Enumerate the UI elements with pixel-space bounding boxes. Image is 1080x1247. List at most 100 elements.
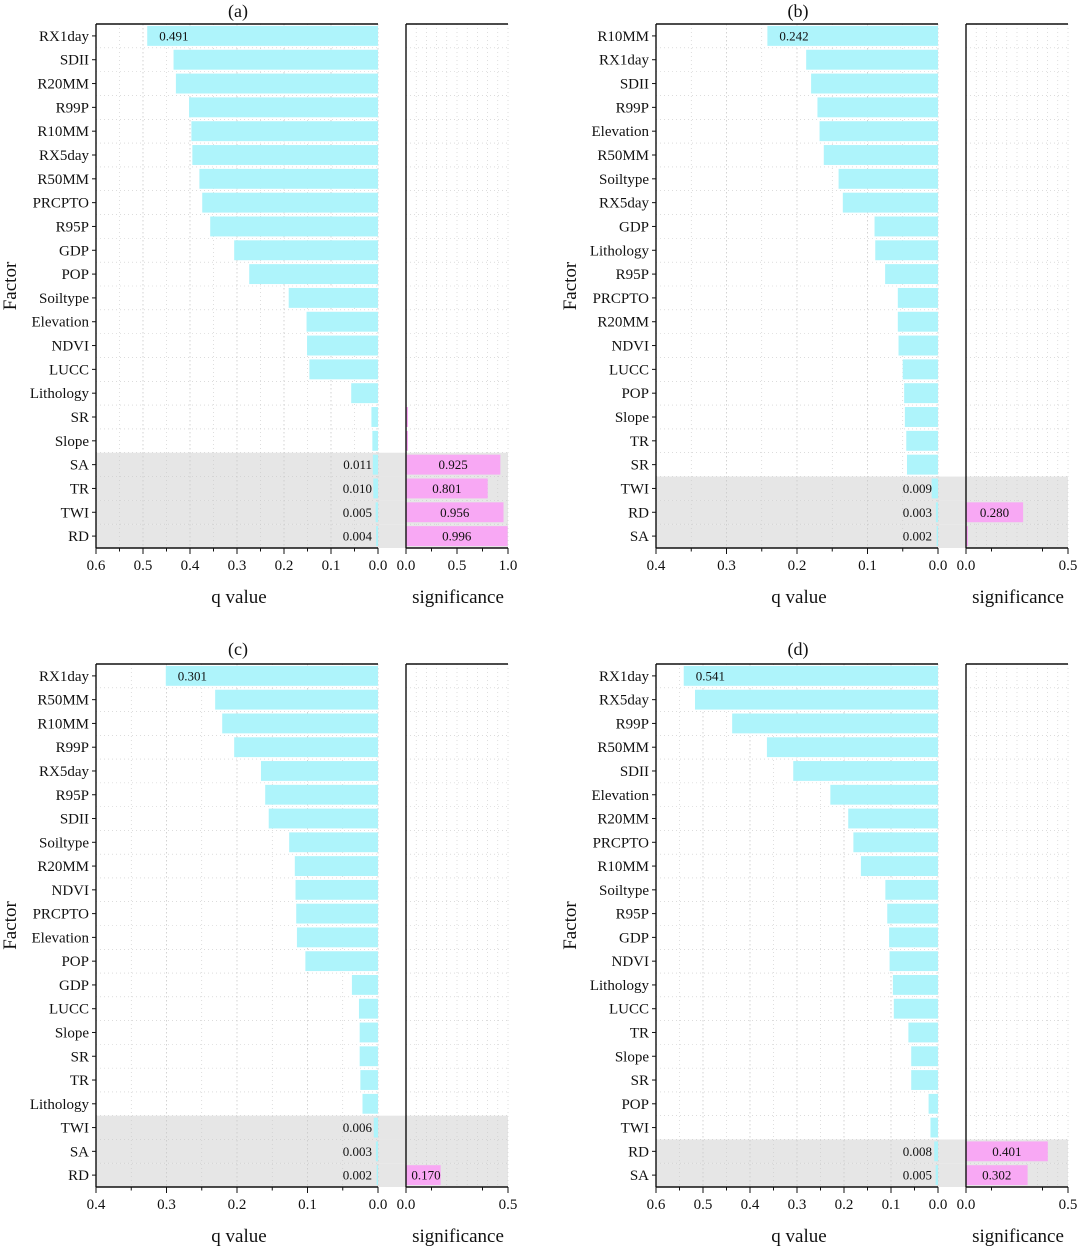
category-label-R20MM: R20MM (597, 812, 649, 828)
category-label-TWI: TWI (61, 505, 89, 521)
q-bar-R95P (210, 216, 378, 237)
q-bar-NDVI (295, 879, 378, 900)
q-bar-R20MM (175, 73, 378, 94)
q-bar-R10MM (191, 121, 378, 142)
sig-axis-label: significance (412, 1226, 504, 1247)
sig-tick-label: 0.0 (397, 558, 416, 574)
category-label-Elevation: Elevation (592, 788, 650, 804)
shaded-row (96, 500, 508, 525)
category-label-SR: SR (631, 458, 649, 474)
category-label-R20MM: R20MM (597, 315, 649, 331)
q-bar-GDP (234, 240, 378, 261)
category-label-R20MM: R20MM (37, 77, 89, 93)
shaded-row (656, 500, 1068, 525)
q-bar-SDII (173, 49, 378, 70)
q-bar-RX1day (683, 665, 938, 686)
category-label-PRCPTO: PRCPTO (33, 196, 90, 212)
x-tick-label: 0.1 (322, 558, 341, 574)
panel-title: (d) (788, 639, 809, 660)
q-bar-R20MM (897, 311, 938, 332)
category-label-TR: TR (630, 1025, 649, 1041)
q-bar-SA (375, 1141, 378, 1162)
category-label-TWI: TWI (61, 1121, 89, 1137)
x-tick-label: 0.5 (694, 1197, 713, 1213)
q-bar-SDII (811, 73, 938, 94)
q-bar-SA (372, 454, 378, 475)
x-tick-label: 0.3 (157, 1197, 176, 1213)
sig-value-label-TR: 0.801 (432, 481, 461, 496)
q-bar-SR (371, 407, 378, 427)
q-bar-SDII (793, 761, 938, 781)
category-label-PRCPTO: PRCPTO (33, 907, 90, 923)
q-bar-Elevation (830, 784, 938, 805)
category-label-NDVI: NDVI (52, 883, 90, 899)
q-value-label-TWI: 0.009 (903, 481, 932, 496)
q-bar-RX5day (842, 192, 938, 213)
category-label-R20MM: R20MM (37, 859, 89, 875)
shaded-row (96, 1139, 508, 1164)
sig-tick-label: 0.5 (1059, 558, 1078, 574)
q-bar-R95P (265, 784, 378, 805)
category-label-SA: SA (630, 1168, 649, 1184)
q-bar-Elevation (819, 121, 938, 142)
q-bar-Lithology (875, 240, 938, 261)
category-label-Lithology: Lithology (30, 1097, 90, 1113)
q-bar-TR (360, 1070, 378, 1090)
shaded-row (656, 1163, 1068, 1187)
shaded-row (96, 476, 508, 501)
category-label-R99P: R99P (56, 100, 89, 116)
sig-tick-label: 0.0 (957, 1197, 976, 1213)
q-bar-R50MM (766, 737, 938, 758)
q-value-label-TWI: 0.006 (343, 1120, 373, 1135)
q-bar-RX5day (192, 145, 378, 165)
category-label-RX5day: RX5day (599, 693, 649, 709)
sig-axis-label: significance (972, 1226, 1064, 1247)
panel-a: RX1day 0.491 SDII R20MM R99P R10MM RX5day R50MM… (0, 1, 517, 608)
x-tick-label: 0.4 (181, 558, 200, 574)
category-label-SDII: SDII (620, 77, 649, 93)
q-value-label-TWI: 0.005 (343, 505, 372, 520)
category-label-NDVI: NDVI (612, 339, 650, 355)
q-bar-GDP (874, 216, 938, 237)
x-tick-label: 0.4 (741, 1197, 760, 1213)
category-label-TR: TR (70, 1073, 89, 1089)
category-label-Slope: Slope (615, 410, 650, 426)
category-label-Slope: Slope (615, 1049, 650, 1065)
y-axis-label: Factor (0, 261, 21, 310)
q-bar-Soiltype (885, 879, 938, 900)
q-bar-R99P (234, 737, 378, 758)
q-bar-RX5day (695, 689, 938, 710)
x-tick-label: 0.6 (87, 558, 106, 574)
category-label-Slope: Slope (55, 434, 90, 450)
q-bar-TR (908, 1022, 938, 1043)
q-bar-PRCPTO (897, 287, 938, 308)
x-tick-label: 0.6 (647, 1197, 666, 1213)
category-label-SR: SR (71, 410, 89, 426)
category-label-LUCC: LUCC (49, 362, 89, 378)
q-bar-Soiltype (288, 287, 378, 308)
q-bar-R99P (817, 97, 938, 118)
category-label-RD: RD (68, 529, 89, 545)
q-bar-NDVI (307, 335, 378, 356)
category-label-SA: SA (70, 458, 89, 474)
q-bar-Slope (911, 1046, 938, 1067)
q-bar-Slope (904, 407, 938, 427)
category-label-TWI: TWI (621, 481, 649, 497)
q-bar-NDVI (898, 335, 938, 356)
q-bar-R95P (887, 903, 938, 924)
q-bar-SA (936, 526, 938, 547)
q-bar-SA (935, 1165, 938, 1186)
y-axis-label: Factor (0, 901, 21, 950)
category-label-POP: POP (621, 1097, 649, 1113)
category-label-SDII: SDII (60, 53, 89, 69)
shaded-row (96, 452, 508, 477)
sig-value-label-RD: 0.996 (442, 529, 472, 544)
q-bar-RD (934, 1141, 938, 1162)
sig-value-label-SA: 0.925 (439, 457, 468, 472)
category-label-R50MM: R50MM (597, 740, 649, 756)
category-label-RX1day: RX1day (599, 669, 649, 685)
sig-tick-label: 1.0 (499, 558, 518, 574)
panel-title: (c) (228, 639, 248, 660)
shaded-row (656, 524, 1068, 548)
